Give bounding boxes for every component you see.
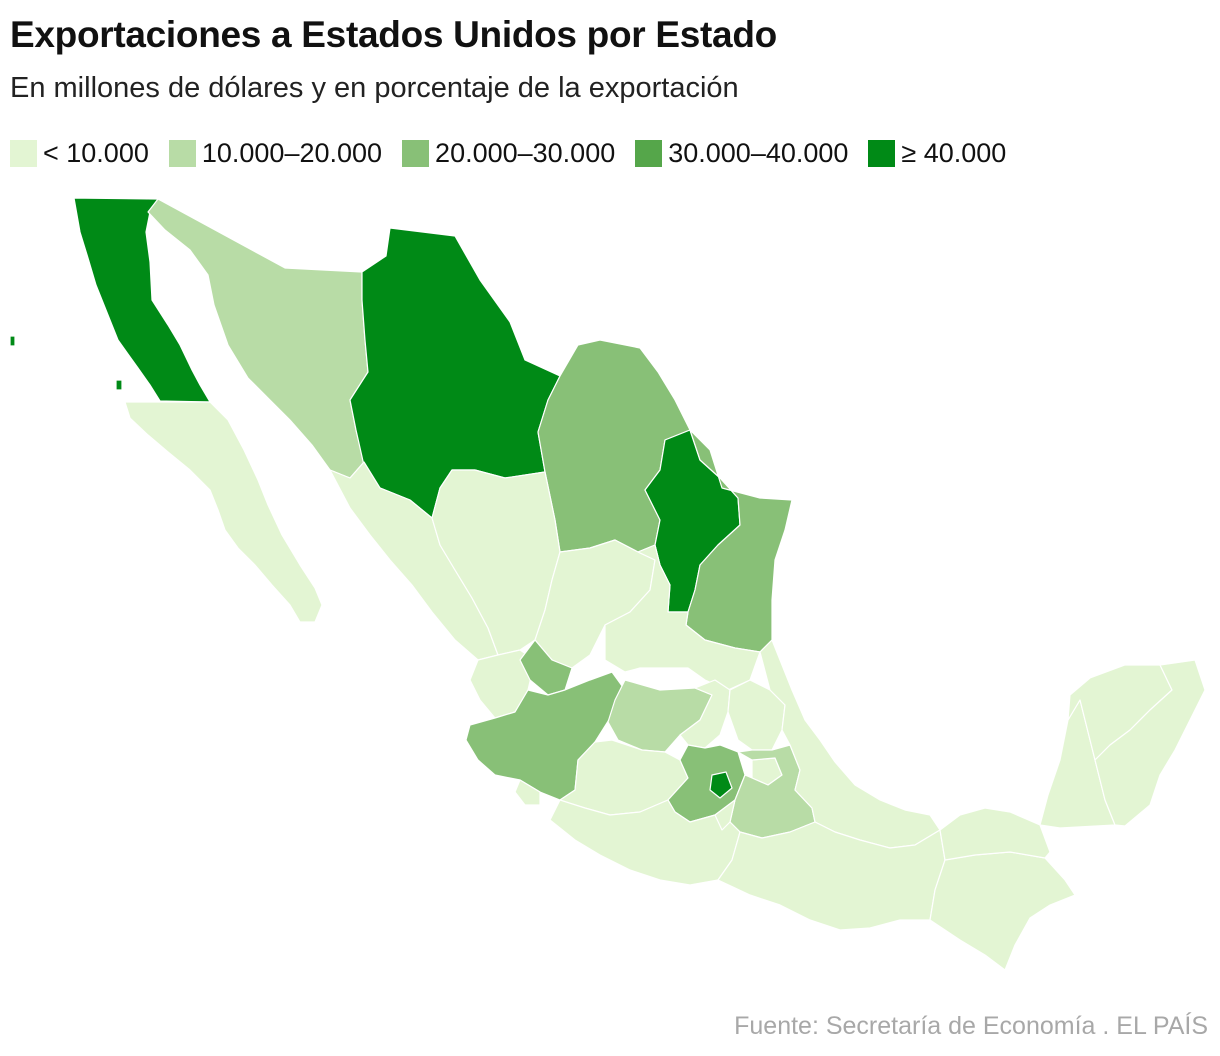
state-morelos[interactable] [714, 799, 736, 831]
state-colima[interactable] [514, 779, 541, 806]
state-ciudad-de-mexico[interactable] [709, 771, 733, 799]
legend-swatch [635, 140, 663, 167]
legend-label: ≥ 40.000 [901, 138, 1007, 168]
legend-item-20000-30000: 20.000–30.000 [402, 138, 615, 169]
legend-item-30000-40000: 30.000–40.000 [635, 138, 848, 169]
legend-swatch [168, 140, 196, 167]
legend-label: 20.000–30.000 [435, 138, 616, 168]
legend-item-10000-20000: 10.000–20.000 [168, 138, 383, 169]
chart-title: Exportaciones a Estados Unidos por Estad… [10, 14, 777, 55]
state-hidalgo[interactable] [727, 679, 786, 751]
legend-swatch [10, 140, 37, 167]
state-quintana-roo[interactable] [1094, 659, 1206, 827]
state-baja-california-island [9, 335, 16, 347]
mexico-map [9, 197, 1206, 971]
legend: < 10.000 10.000–20.000 20.000–30.000 30.… [10, 138, 1026, 169]
state-baja-california-sur[interactable] [124, 401, 323, 623]
legend-swatch [868, 140, 896, 167]
state-baja-california-island [115, 379, 123, 391]
source-credit: Fuente: Secretaría de Economía . EL PAÍS [734, 1012, 1208, 1040]
legend-swatch [402, 140, 430, 167]
state-guanajuato[interactable] [607, 679, 713, 753]
legend-item-lt10000: < 10.000 [10, 138, 149, 169]
state-tabasco[interactable] [939, 807, 1051, 861]
chart-subtitle: En millones de dólares y en porcentaje d… [10, 72, 739, 104]
legend-label: 30.000–40.000 [668, 138, 849, 168]
legend-label: < 10.000 [43, 138, 149, 168]
legend-label: 10.000–20.000 [201, 138, 383, 168]
state-baja-california[interactable] [73, 197, 211, 403]
state-chiapas[interactable] [929, 851, 1076, 971]
legend-item-gte40000: ≥ 40.000 [868, 138, 1006, 169]
